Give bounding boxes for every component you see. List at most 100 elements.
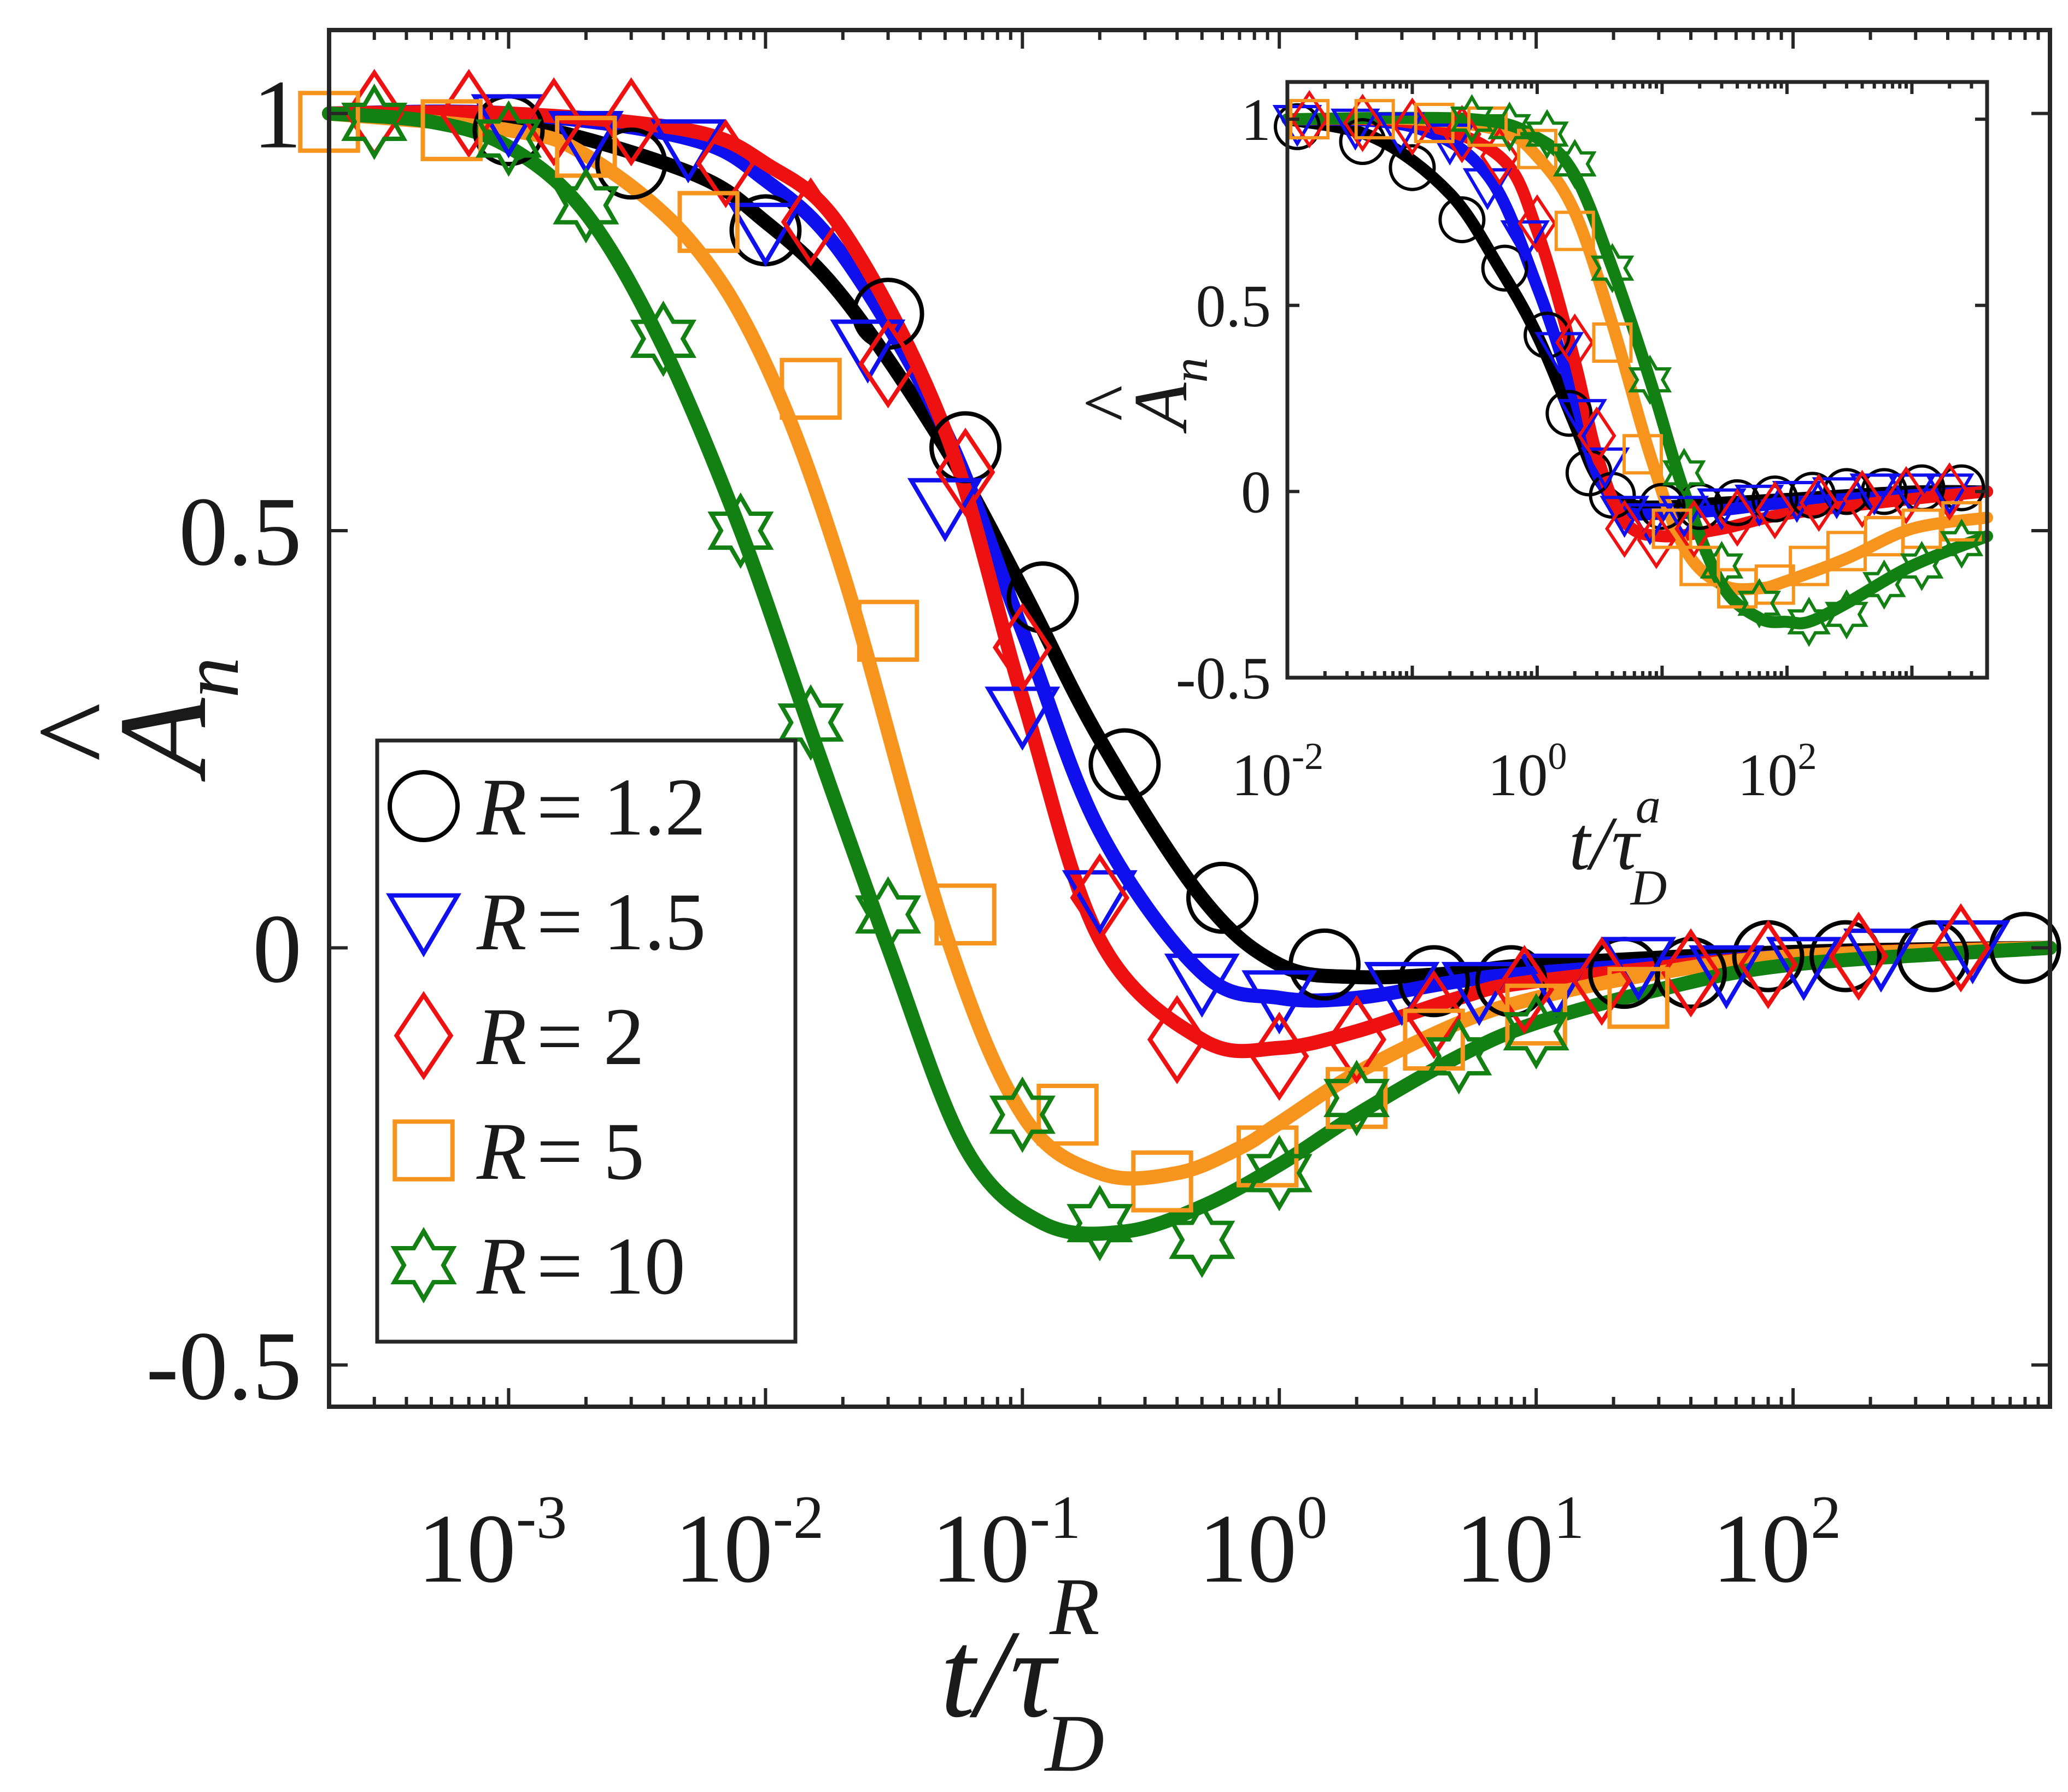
main-y-axis-title: An ^ xyxy=(11,657,256,782)
inset-marker-series-5 xyxy=(1787,596,1831,647)
legend-label-series-2: R = 1.5 xyxy=(476,877,706,967)
inset-marker-series-3 xyxy=(1887,466,1926,525)
inset-marker-series-3 xyxy=(1674,500,1714,558)
inset-marker-series-3 xyxy=(1930,462,1969,521)
main-marker-series-2 xyxy=(1766,937,1842,1001)
main-marker-series-3 xyxy=(1147,995,1207,1084)
main-marker-series-1 xyxy=(1088,728,1161,801)
main-marker-series-3 xyxy=(1829,911,1889,1001)
main-marker-series-5 xyxy=(553,167,619,244)
main-curve-series-5 xyxy=(322,106,2057,1241)
inset-marker-series-4 xyxy=(1941,501,1982,542)
legend-label-series-3: R = 2 xyxy=(476,991,645,1082)
main-curve-series-1 xyxy=(322,106,2057,985)
inset-marker-series-3 xyxy=(1755,481,1795,539)
inset-marker-series-1 xyxy=(1274,103,1321,150)
inset-marker-series-2 xyxy=(1534,332,1584,374)
inset-marker-series-1 xyxy=(1751,475,1798,522)
inset-marker-series-3 xyxy=(1637,510,1676,569)
main-marker-series-1 xyxy=(1288,928,1361,1001)
inset-marker-series-4 xyxy=(1554,210,1595,251)
main-y-ticks: -0.5 0 0.5 1 xyxy=(146,60,2050,1420)
main-marker-series-2 xyxy=(471,94,547,158)
inset-marker-series-3 xyxy=(1442,104,1482,163)
main-marker-series-3 xyxy=(696,119,755,208)
inset-marker-series-5 xyxy=(1590,243,1635,293)
main-marker-series-2 xyxy=(1441,962,1517,1026)
main-marker-series-2 xyxy=(1689,945,1765,1009)
main-marker-series-3 xyxy=(781,177,841,267)
svg-text:An: An xyxy=(93,657,256,782)
inset-x-axis-title: t/τa D xyxy=(1569,778,1667,915)
main-marker-series-5 xyxy=(707,492,774,569)
inset-y-tick-label: 1 xyxy=(1241,86,1271,153)
inset-marker-series-2 xyxy=(1462,168,1513,210)
inset-marker-series-2 xyxy=(1375,112,1425,155)
main-x-tick-label: 10-1 xyxy=(932,1484,1081,1603)
inset-markers xyxy=(1272,90,1985,647)
inset-y-tick-label: -0.5 xyxy=(1176,645,1271,712)
inset-marker-series-5 xyxy=(1450,94,1494,145)
inset-axes: 10-2 100 102 -0.5 0 0.5 1 t/τa D An ^ xyxy=(1068,80,1993,915)
inset-marker-series-5 xyxy=(1940,518,1984,569)
main-marker-series-1 xyxy=(1398,945,1471,1018)
main-marker-series-5 xyxy=(341,83,408,160)
inset-marker-series-3 xyxy=(1290,90,1329,149)
main-marker-series-1 xyxy=(1006,561,1079,634)
inset-marker-series-2 xyxy=(1500,220,1550,263)
inset-marker-series-5 xyxy=(1525,109,1569,160)
inset-marker-series-4 xyxy=(1592,322,1633,363)
inset-marker-series-2 xyxy=(1557,399,1607,442)
inset-marker-series-2 xyxy=(1735,484,1784,527)
legend-label-series-4: R = 5 xyxy=(476,1106,645,1197)
inset-marker-series-1 xyxy=(1438,196,1486,244)
main-marker-series-5 xyxy=(630,300,696,377)
inset-marker-series-1 xyxy=(1714,479,1761,526)
inset-marker-series-3 xyxy=(1718,488,1757,547)
legend-marker-series-5 xyxy=(390,1227,457,1303)
inset-marker-series-1 xyxy=(1545,390,1593,437)
main-marker-series-4 xyxy=(780,357,842,420)
main-marker-series-1 xyxy=(1809,920,1882,992)
main-x-tick-label: 100 xyxy=(1198,1484,1327,1603)
inset-marker-series-4 xyxy=(1651,508,1692,549)
main-x-ticks: 10-3 10-2 10-1 100 101 102 xyxy=(327,30,2052,1603)
legend-marker-series-3 xyxy=(394,991,454,1080)
main-marker-series-1 xyxy=(1186,861,1258,934)
inset-y-axis-title-base: A xyxy=(1118,383,1203,434)
main-marker-series-4 xyxy=(1036,1083,1099,1146)
inset-marker-series-5 xyxy=(1628,355,1672,405)
inset-y-axis-title: An ^ xyxy=(1068,357,1218,434)
inset-x-ticks: 10-2 100 102 xyxy=(1232,82,1989,808)
inset-marker-series-5 xyxy=(1737,578,1782,628)
inset-marker-series-3 xyxy=(1842,469,1882,528)
main-y-tick-label: 0.5 xyxy=(179,477,302,586)
inset-marker-series-4 xyxy=(1354,99,1395,140)
inset-x-tick-label: 100 xyxy=(1487,736,1567,808)
main-marker-series-1 xyxy=(595,127,667,200)
main-markers xyxy=(298,69,2061,1278)
inset-marker-series-5 xyxy=(1662,448,1706,498)
main-marker-series-4 xyxy=(857,600,919,662)
main-marker-series-2 xyxy=(728,202,804,267)
inset-marker-series-5 xyxy=(1825,589,1868,640)
main-marker-series-5 xyxy=(475,100,542,177)
inset-marker-series-3 xyxy=(1577,406,1616,465)
inset-marker-series-3 xyxy=(1605,500,1644,558)
inset-marker-series-4 xyxy=(1679,545,1720,586)
inset-marker-series-4 xyxy=(1414,102,1455,143)
inset-marker-series-4 xyxy=(1622,434,1663,475)
main-marker-series-3 xyxy=(1070,853,1130,943)
main-plot-frame xyxy=(327,28,2052,1409)
main-marker-series-4 xyxy=(1131,1150,1193,1213)
inset-marker-series-3 xyxy=(1343,93,1382,152)
legend-entries: R = 1.2 R = 1.5 R = 2 R = 5 R = 10 xyxy=(386,762,706,1312)
main-marker-series-5 xyxy=(1503,993,1569,1070)
main-marker-series-5 xyxy=(989,1076,1056,1153)
svg-text:An: An xyxy=(1118,357,1218,434)
main-marker-series-3 xyxy=(935,427,995,517)
inset-plot-frame xyxy=(1285,80,1989,680)
inset-marker-series-5 xyxy=(1700,540,1744,591)
inset-marker-series-1 xyxy=(1823,468,1870,515)
